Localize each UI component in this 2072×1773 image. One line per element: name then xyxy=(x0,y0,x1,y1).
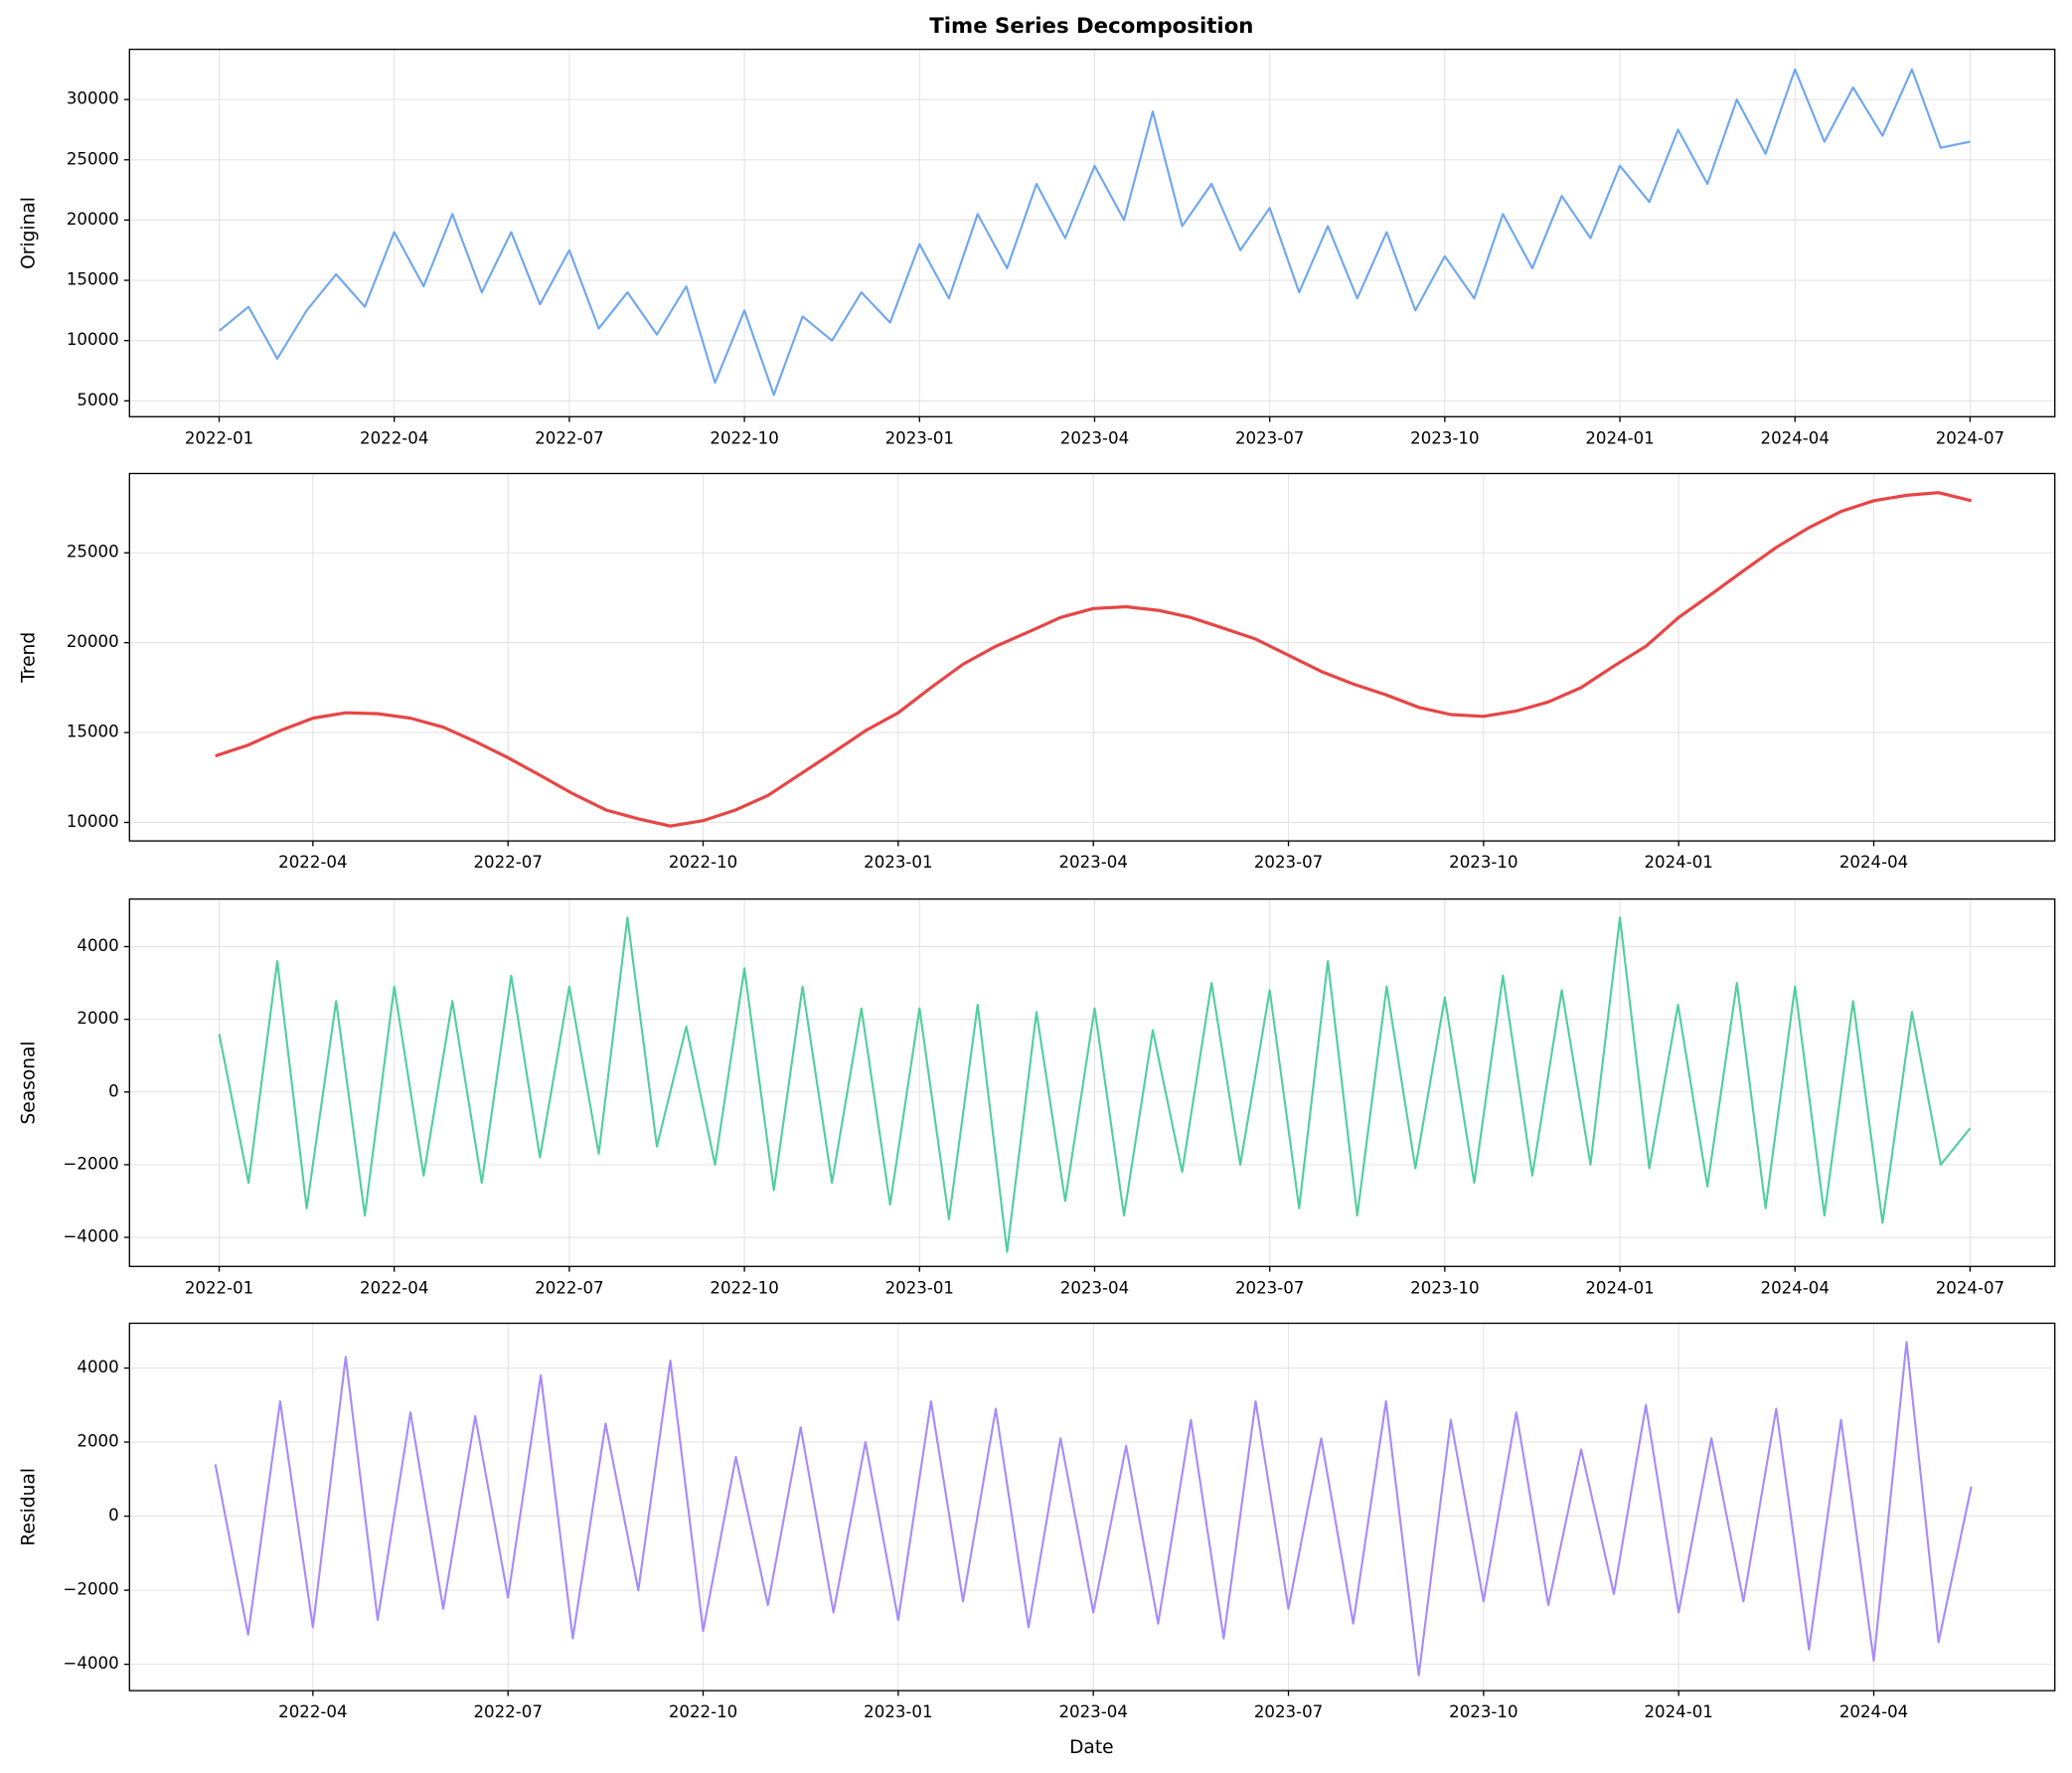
x-tick-label: 2023-07 xyxy=(1235,428,1304,447)
x-tick-label: 2022-01 xyxy=(185,1278,253,1297)
y-tick-label: 5000 xyxy=(77,391,118,409)
y-tick-label: 20000 xyxy=(67,632,119,651)
y-tick-label: 25000 xyxy=(67,149,119,168)
x-tick-label: 2024-01 xyxy=(1585,428,1654,447)
x-tick-label: 2022-04 xyxy=(360,428,428,447)
x-tick-label: 2022-07 xyxy=(473,853,542,872)
x-tick-label: 2023-01 xyxy=(864,1702,932,1721)
data-line xyxy=(218,68,1971,397)
y-tick-label: 25000 xyxy=(67,543,119,562)
x-tick-label: 2022-10 xyxy=(710,428,778,447)
x-tick-label: 2022-04 xyxy=(278,853,347,872)
x-tick-label: 2022-10 xyxy=(669,853,737,872)
y-tick-label: 20000 xyxy=(67,210,119,229)
x-tick-label: 2024-04 xyxy=(1761,428,1830,447)
y-tick-label: 15000 xyxy=(67,270,119,289)
x-tick-label: 2024-04 xyxy=(1839,1702,1908,1721)
y-axis-label: Trend xyxy=(19,632,40,684)
y-tick-label: 15000 xyxy=(67,723,119,741)
y-tick-label: 4000 xyxy=(77,936,118,955)
y-tick-label: 30000 xyxy=(67,89,119,108)
y-tick-label: −4000 xyxy=(63,1227,118,1246)
x-tick-label: 2022-01 xyxy=(185,428,253,447)
data-line xyxy=(215,491,1973,828)
x-tick-label: 2023-04 xyxy=(1060,1278,1129,1297)
x-tick-label: 2023-04 xyxy=(1058,853,1127,872)
x-tick-label: 2024-04 xyxy=(1839,853,1908,872)
y-tick-label: −2000 xyxy=(63,1580,118,1599)
x-tick-label: 2023-01 xyxy=(864,853,932,872)
x-tick-label: 2023-10 xyxy=(1410,428,1479,447)
x-tick-label: 2022-04 xyxy=(278,1702,347,1721)
plot-frame xyxy=(128,1322,2056,1692)
y-tick-label: 2000 xyxy=(77,1009,118,1028)
x-tick-label: 2022-04 xyxy=(360,1278,428,1297)
chart-title: Time Series Decomposition xyxy=(929,14,1253,39)
x-tick-label: 2023-07 xyxy=(1254,853,1323,872)
y-tick-label: 0 xyxy=(108,1081,119,1100)
plot-frame xyxy=(128,472,2056,842)
data-line xyxy=(218,916,1972,1253)
x-tick-label: 2023-07 xyxy=(1235,1278,1304,1297)
x-tick-label: 2024-07 xyxy=(1936,428,2004,447)
y-axis-label: Seasonal xyxy=(19,1041,40,1124)
x-tick-label: 2023-04 xyxy=(1058,1702,1127,1721)
x-tick-label: 2024-01 xyxy=(1585,1278,1654,1297)
y-tick-label: 10000 xyxy=(67,330,119,349)
y-tick-label: 4000 xyxy=(77,1358,118,1376)
x-tick-label: 2024-04 xyxy=(1761,1278,1830,1297)
y-tick-label: −2000 xyxy=(63,1154,118,1173)
x-axis-label: Date xyxy=(1069,1737,1113,1758)
x-tick-label: 2024-07 xyxy=(1936,1278,2004,1297)
x-tick-label: 2024-01 xyxy=(1644,853,1712,872)
x-tick-label: 2022-07 xyxy=(473,1702,542,1721)
x-tick-label: 2022-10 xyxy=(669,1702,737,1721)
data-line xyxy=(214,1341,1973,1677)
x-tick-label: 2023-07 xyxy=(1254,1702,1323,1721)
x-tick-label: 2022-07 xyxy=(535,428,603,447)
x-tick-label: 2022-07 xyxy=(535,1278,603,1297)
x-tick-label: 2023-01 xyxy=(885,1278,954,1297)
y-axis-label: Original xyxy=(19,197,40,269)
x-tick-label: 2023-10 xyxy=(1449,1702,1517,1721)
x-tick-label: 2022-10 xyxy=(710,1278,778,1297)
y-axis-label: Residual xyxy=(19,1468,40,1546)
x-tick-label: 2023-10 xyxy=(1449,853,1517,872)
x-tick-label: 2023-01 xyxy=(885,428,954,447)
plot-frame xyxy=(128,897,2056,1267)
y-tick-label: −4000 xyxy=(63,1654,118,1673)
y-tick-label: 0 xyxy=(108,1506,119,1525)
plot-frame xyxy=(128,48,2056,417)
x-tick-label: 2024-01 xyxy=(1644,1702,1712,1721)
y-tick-label: 2000 xyxy=(77,1432,118,1451)
x-tick-label: 2023-04 xyxy=(1060,428,1129,447)
y-tick-label: 10000 xyxy=(67,812,119,831)
x-tick-label: 2023-10 xyxy=(1410,1278,1479,1297)
